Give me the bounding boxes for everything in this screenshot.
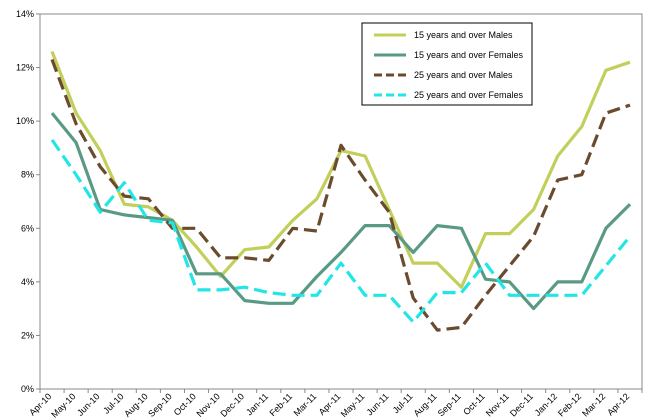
x-tick-label: May-10	[49, 391, 77, 419]
legend-box	[361, 22, 533, 106]
x-tick-label: Sep-10	[146, 391, 174, 419]
y-tick-label: 2%	[21, 330, 34, 340]
legend: 15 years and over Males 15 years and over…	[361, 22, 533, 106]
series-line-3	[50, 58, 631, 332]
x-tick-label: Mar-11	[292, 391, 319, 418]
x-tick-label: Oct-11	[461, 391, 487, 417]
x-tick-label: Jun-11	[365, 391, 391, 417]
legend-label: 15 years and over Females	[414, 50, 524, 60]
x-tick-label: Dec-10	[219, 391, 247, 419]
y-tick-label: 8%	[21, 170, 34, 180]
x-tick-label: Dec-11	[508, 391, 535, 418]
x-tick-label: Jun-10	[75, 391, 102, 418]
x-tick-label: Nov-10	[194, 391, 222, 419]
x-tick-label: Feb-12	[556, 391, 583, 418]
x-tick-label: Feb-11	[267, 391, 294, 418]
x-tick-label: Jan-11	[244, 391, 270, 417]
x-tick-label: Aug-10	[122, 391, 150, 419]
legend-label: 15 years and over Males	[414, 30, 513, 40]
series-layer	[50, 50, 632, 332]
x-tick-label: Nov-11	[484, 391, 511, 418]
x-tick-label: May-11	[339, 391, 367, 419]
x-tick-label: Mar-12	[580, 391, 607, 418]
legend-label: 25 years and over Males	[414, 70, 513, 80]
series-line-2	[50, 112, 632, 311]
series-line-4	[50, 138, 632, 324]
x-tick-label: Oct-10	[172, 391, 198, 417]
x-tick-label: Sep-11	[436, 391, 463, 418]
y-tick-label: 4%	[21, 277, 34, 287]
x-tick-label: Aug-11	[412, 391, 439, 418]
y-tick-label: 14%	[16, 9, 34, 19]
x-tick-label: Apr-12	[605, 391, 631, 417]
y-tick-label: 0%	[21, 384, 34, 394]
legend-label: 25 years and over Females	[414, 90, 524, 100]
y-tick-label: 12%	[16, 63, 34, 73]
plot-area-border	[39, 13, 643, 390]
y-tick-label: 10%	[16, 116, 34, 126]
y-tick-label: 6%	[21, 223, 34, 233]
x-tick-label: Jan-12	[533, 391, 560, 418]
